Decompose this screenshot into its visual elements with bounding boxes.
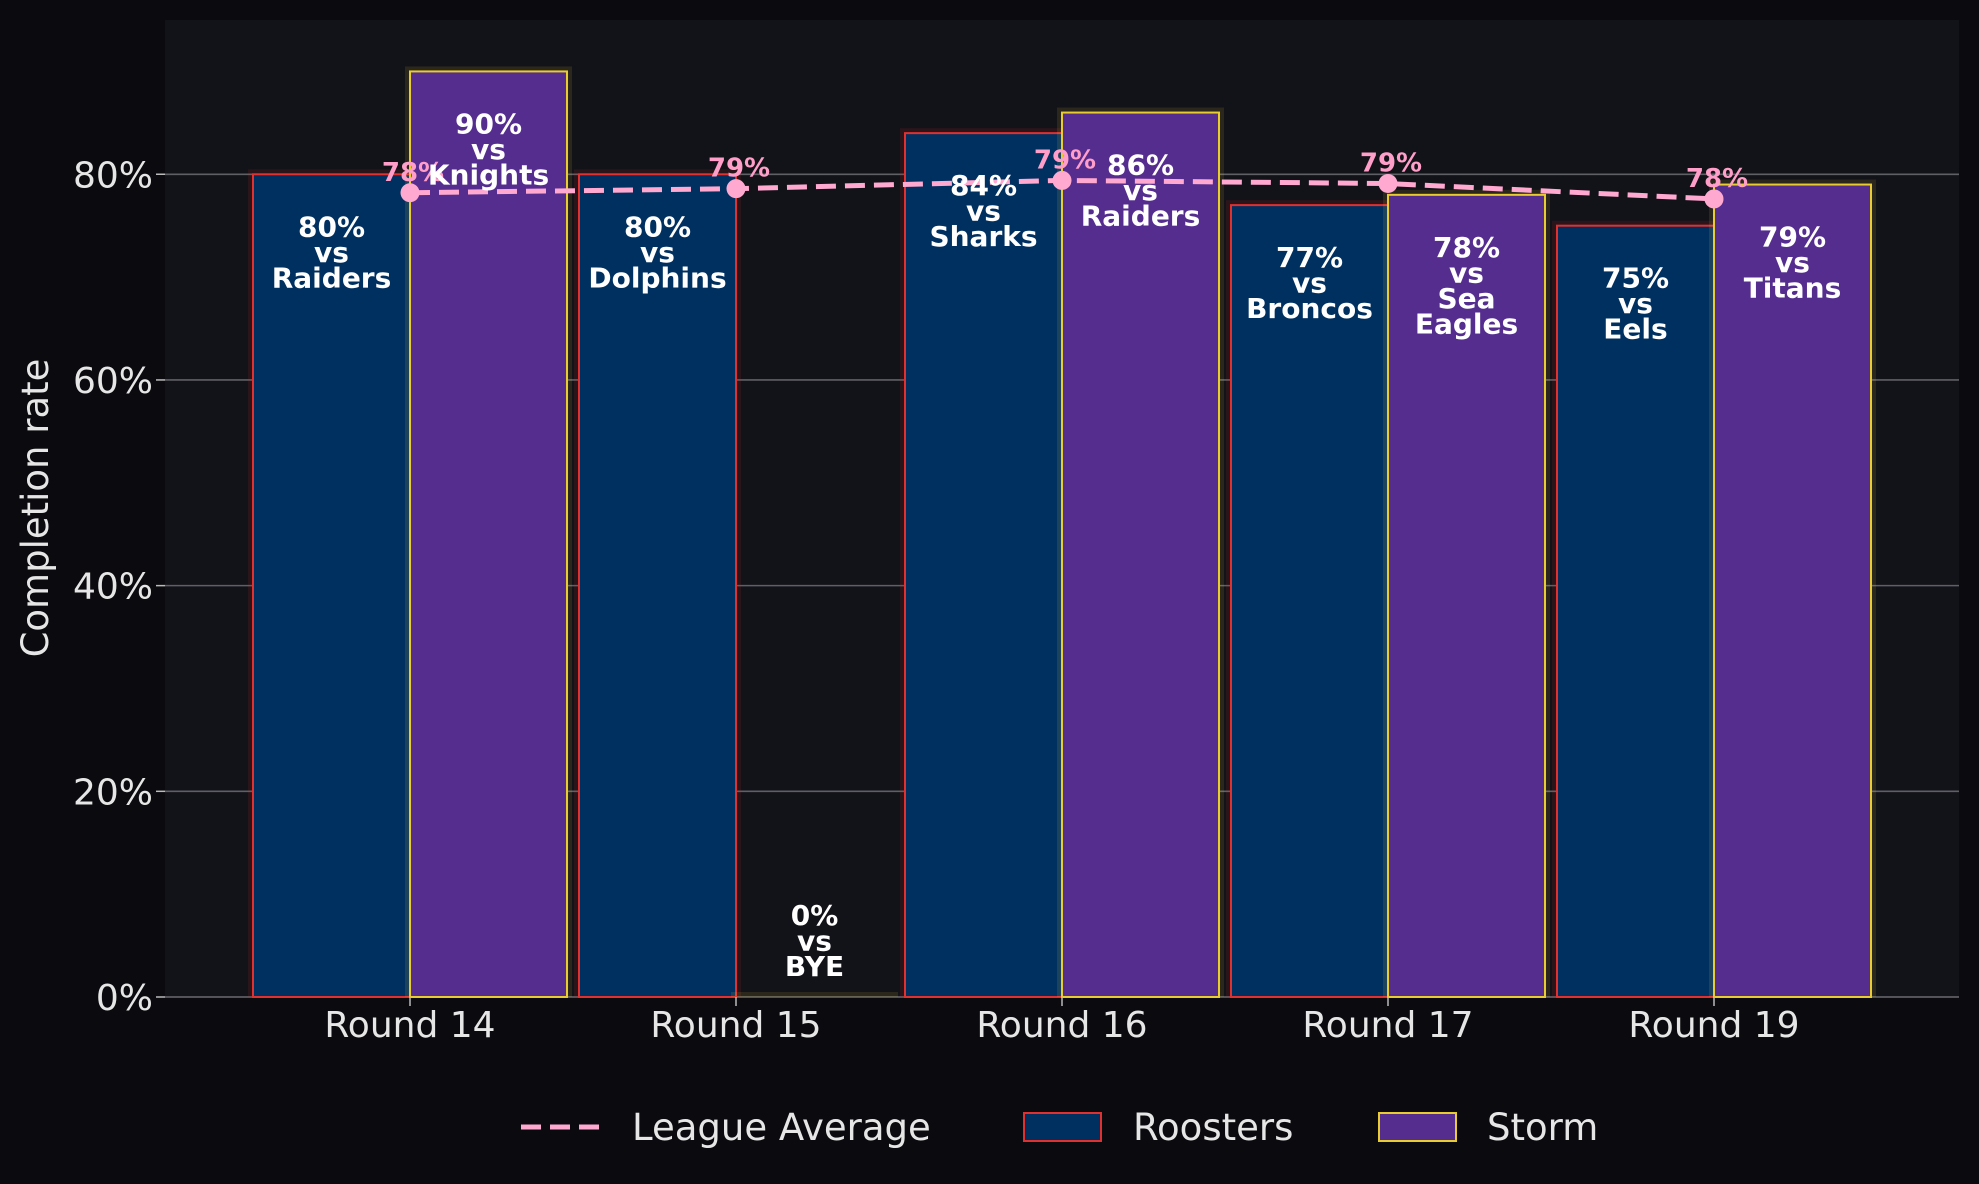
bar-label-line: vs	[966, 195, 1001, 228]
bar-label-line: vs	[1123, 174, 1158, 207]
y-tick-label-3: 60%	[73, 361, 153, 402]
bar-label-roosters-2: 84% vs Sharks	[929, 169, 1037, 253]
bar-label-line: vs	[797, 925, 832, 958]
bar-label-line: Broncos	[1246, 292, 1373, 325]
bar-label-line: vs	[314, 236, 349, 269]
x-tick-label-4: Round 19	[1628, 1005, 1799, 1046]
x-tick-label-1: Round 15	[650, 1005, 821, 1046]
y-tick-label-2: 40%	[73, 567, 153, 608]
bar-label-line: 84%	[950, 169, 1017, 202]
bar-label-line: 0%	[791, 899, 839, 932]
bar-label-line: 80%	[624, 210, 691, 243]
bar-label-line: Raiders	[1081, 200, 1201, 233]
bar-label-line: vs	[1775, 246, 1810, 279]
league-average-label-4: 78%	[1686, 164, 1748, 194]
league-average-label-2: 79%	[1034, 145, 1096, 175]
bar-label-line: Sea	[1437, 282, 1495, 315]
bar-label-line: 86%	[1107, 149, 1174, 182]
bar-label-line: Knights	[428, 158, 549, 191]
league-average-point-1	[726, 179, 746, 199]
bar-label-line: vs	[1292, 267, 1327, 300]
league-average-point-0	[400, 183, 420, 203]
league-average-label-3: 79%	[1360, 149, 1422, 179]
bar-label-line: Dolphins	[588, 261, 726, 294]
legend-label-storm: Storm	[1487, 1106, 1598, 1149]
y-axis-label: Completion rate	[14, 359, 57, 658]
bar-label-line: vs	[1449, 256, 1484, 289]
bar-roosters-3	[1230, 204, 1389, 998]
y-axis-ticks: 0% 20% 40% 60% 80%	[73, 155, 165, 1019]
bar-roosters-0	[252, 173, 411, 998]
bar-label-roosters-0: 80% vs Raiders	[272, 210, 392, 294]
bar-label-line: Titans	[1744, 272, 1842, 305]
bar-label-roosters-3: 77% vs Broncos	[1246, 241, 1373, 325]
bar-label-storm-4: 79% vs Titans	[1744, 221, 1842, 305]
league-average-label-1: 79%	[708, 154, 770, 184]
y-tick-label-0: 0%	[96, 978, 153, 1019]
bar-storm-3	[1387, 193, 1546, 998]
bar-label-line: BYE	[785, 950, 844, 983]
league-average-line: 78% 79% 79% 79% 78%	[382, 145, 1748, 209]
legend-label-league-average: League Average	[632, 1106, 931, 1149]
bar-label-line: Eels	[1603, 313, 1667, 346]
bar-label-line: 79%	[1759, 221, 1826, 254]
league-average-point-3	[1378, 174, 1398, 194]
bar-label-storm-2: 86% vs Raiders	[1081, 149, 1201, 233]
bar-label-roosters-1: 80% vs Dolphins	[588, 210, 726, 294]
bar-roosters-4	[1556, 224, 1715, 998]
league-average-label-0: 78%	[382, 158, 444, 188]
bar-label-line: 78%	[1433, 231, 1500, 264]
x-tick-label-2: Round 16	[976, 1005, 1147, 1046]
bar-label-storm-3: 78% vs Sea Eagles	[1415, 231, 1518, 341]
bar-label-line: vs	[1618, 287, 1653, 320]
bar-label-line: 90%	[455, 107, 522, 140]
y-tick-label-4: 80%	[73, 155, 153, 196]
x-axis-ticks: Round 14 Round 15 Round 16 Round 17 Round 19	[324, 997, 1800, 1046]
legend: League Average Roosters Storm	[521, 1106, 1598, 1149]
bar-roosters-2	[904, 132, 1063, 998]
x-tick-label-0: Round 14	[324, 1005, 495, 1046]
x-tick-label-3: Round 17	[1302, 1005, 1473, 1046]
bar-label-line: 77%	[1276, 241, 1343, 274]
bar-label-line: Raiders	[272, 261, 392, 294]
bar-storm-0	[409, 70, 568, 998]
bar-storm-2	[1061, 111, 1220, 998]
legend-swatch-roosters	[1023, 1112, 1102, 1142]
y-tick-label-1: 20%	[73, 772, 153, 813]
bar-storm-4	[1713, 183, 1872, 998]
bar-glow-storm-1	[731, 992, 898, 997]
bar-label-line: Sharks	[929, 220, 1037, 253]
league-average-point-2	[1052, 170, 1072, 190]
legend-label-roosters: Roosters	[1133, 1106, 1293, 1149]
bar-label-line: Eagles	[1415, 307, 1518, 340]
bar-label-roosters-4: 75% vs Eels	[1602, 262, 1669, 346]
bar-label-line: 75%	[1602, 262, 1669, 295]
bar-label-line: vs	[640, 236, 675, 269]
bar-label-line: 80%	[298, 210, 365, 243]
bar-label-storm-1: 0% vs BYE	[785, 899, 844, 983]
legend-swatch-storm	[1378, 1112, 1457, 1142]
bar-label-line: vs	[471, 133, 506, 166]
bar-roosters-1	[578, 173, 737, 998]
bar-label-storm-0: 90% vs Knights	[428, 107, 549, 191]
league-average-point-4	[1704, 189, 1724, 209]
bars	[248, 66, 1876, 998]
